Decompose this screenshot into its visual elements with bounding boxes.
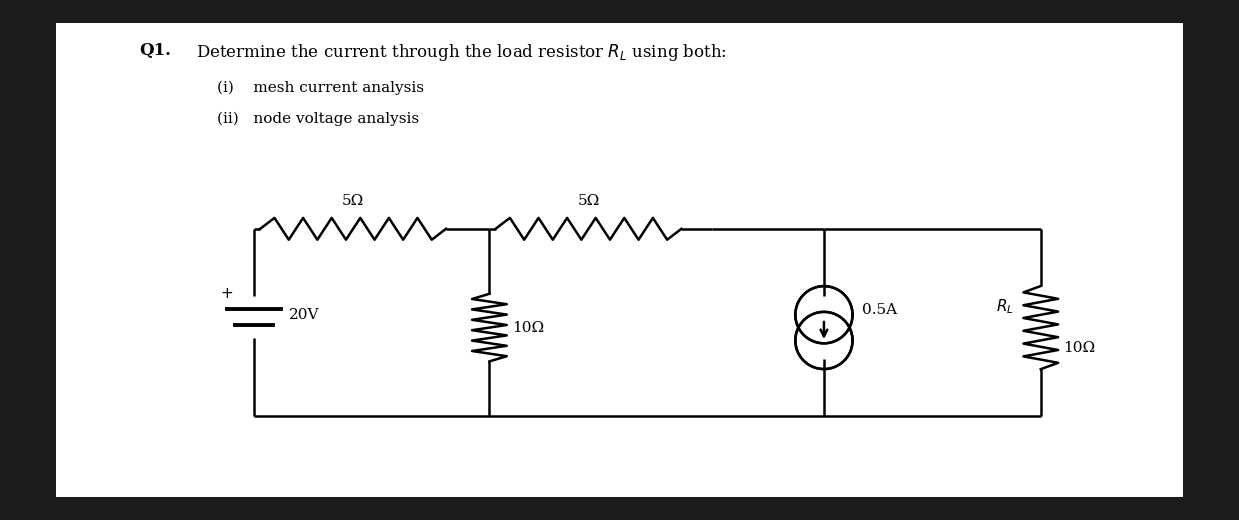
Text: +: + — [221, 287, 233, 301]
Text: 5Ω: 5Ω — [577, 194, 600, 208]
Text: Determine the current through the load resistor $R_L$ using both:: Determine the current through the load r… — [196, 42, 726, 62]
Text: 5Ω: 5Ω — [342, 194, 364, 208]
Text: 0.5A: 0.5A — [862, 304, 897, 317]
Text: $R_L$: $R_L$ — [996, 297, 1014, 316]
Ellipse shape — [795, 312, 852, 369]
Ellipse shape — [795, 286, 852, 343]
FancyBboxPatch shape — [56, 23, 1183, 497]
Text: 10Ω: 10Ω — [512, 321, 544, 334]
Text: (ii)   node voltage analysis: (ii) node voltage analysis — [217, 112, 419, 126]
Text: 10Ω: 10Ω — [1063, 342, 1095, 355]
Text: 20V: 20V — [289, 308, 320, 321]
Text: Q1.: Q1. — [139, 42, 171, 59]
Text: (i)    mesh current analysis: (i) mesh current analysis — [217, 81, 424, 95]
